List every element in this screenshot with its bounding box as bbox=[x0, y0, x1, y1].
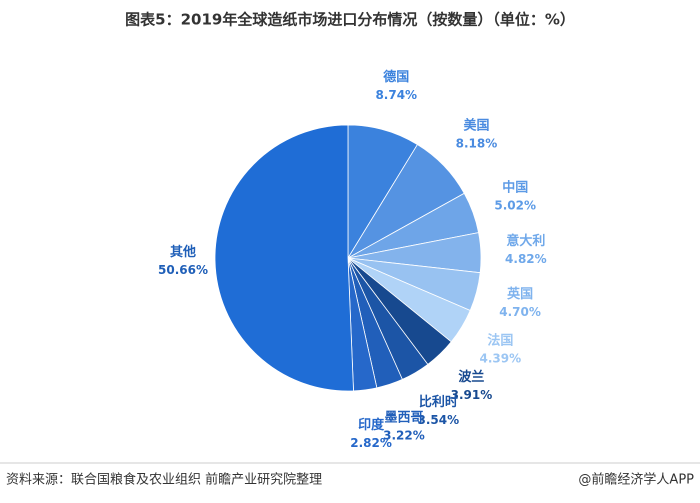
slice-label: 波兰 bbox=[458, 369, 484, 385]
value-label: 8.18% bbox=[456, 136, 498, 150]
slice-label: 印度 bbox=[358, 417, 385, 433]
pie: 德国 8.74% 美国 8.18% 中国 5.02% 意大利 4.82% 英国 4.70% 法国 4.… bbox=[158, 69, 547, 450]
slice-label: 其他 bbox=[170, 244, 196, 260]
value-label: 3.91% bbox=[451, 388, 493, 402]
value-label: 4.82% bbox=[505, 252, 547, 266]
slice-label: 德国 bbox=[383, 69, 409, 85]
value-label: 8.74% bbox=[375, 88, 417, 102]
value-label: 2.82% bbox=[350, 436, 392, 450]
value-label: 4.39% bbox=[480, 352, 522, 366]
slice-label: 比利时 bbox=[419, 394, 458, 410]
value-label: 3.22% bbox=[383, 428, 425, 442]
slice-label: 墨西哥 bbox=[384, 409, 423, 425]
value-label: 4.70% bbox=[499, 305, 541, 319]
pie-slice bbox=[214, 124, 354, 392]
slice-label: 意大利 bbox=[506, 233, 545, 249]
slice-label: 中国 bbox=[502, 179, 528, 195]
brand: @前瞻经济学人APP bbox=[578, 472, 694, 488]
slice-label: 法国 bbox=[487, 333, 513, 349]
slice-label: 英国 bbox=[506, 286, 533, 302]
slice-label: 美国 bbox=[463, 117, 489, 133]
value-label: 50.66% bbox=[158, 263, 208, 277]
value-label: 3.54% bbox=[418, 413, 460, 427]
source: 资料来源：联合国粮食及农业组织 前瞻产业研究院整理 bbox=[6, 472, 322, 488]
chart-title: 图表5：2019年全球造纸市场进口分布情况（按数量）（单位：%） bbox=[125, 11, 575, 29]
value-label: 5.02% bbox=[494, 198, 536, 212]
